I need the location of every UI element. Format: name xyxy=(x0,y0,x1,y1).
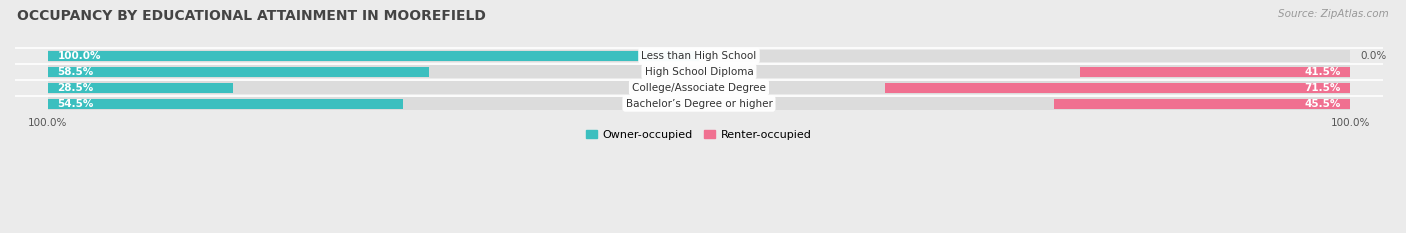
Text: 54.5%: 54.5% xyxy=(58,99,94,109)
Text: 45.5%: 45.5% xyxy=(1305,99,1340,109)
Bar xyxy=(884,83,1350,93)
Bar xyxy=(48,99,402,109)
Text: 58.5%: 58.5% xyxy=(58,67,94,77)
Bar xyxy=(48,51,699,61)
Text: High School Diploma: High School Diploma xyxy=(644,67,754,77)
Bar xyxy=(48,82,1350,94)
Text: Less than High School: Less than High School xyxy=(641,51,756,61)
Text: 100.0%: 100.0% xyxy=(58,51,101,61)
Text: 71.5%: 71.5% xyxy=(1305,83,1340,93)
Bar xyxy=(48,83,233,93)
Text: Bachelor’s Degree or higher: Bachelor’s Degree or higher xyxy=(626,99,772,109)
Text: Source: ZipAtlas.com: Source: ZipAtlas.com xyxy=(1278,9,1389,19)
Bar xyxy=(48,50,1350,62)
Bar xyxy=(1080,67,1350,77)
Text: College/Associate Degree: College/Associate Degree xyxy=(633,83,766,93)
Bar xyxy=(48,67,429,77)
Legend: Owner-occupied, Renter-occupied: Owner-occupied, Renter-occupied xyxy=(582,125,817,144)
Bar xyxy=(48,65,1350,78)
Bar xyxy=(48,97,1350,110)
Text: 41.5%: 41.5% xyxy=(1305,67,1340,77)
Text: 28.5%: 28.5% xyxy=(58,83,94,93)
Text: 0.0%: 0.0% xyxy=(1360,51,1386,61)
Bar xyxy=(1054,99,1350,109)
Text: OCCUPANCY BY EDUCATIONAL ATTAINMENT IN MOOREFIELD: OCCUPANCY BY EDUCATIONAL ATTAINMENT IN M… xyxy=(17,9,485,23)
